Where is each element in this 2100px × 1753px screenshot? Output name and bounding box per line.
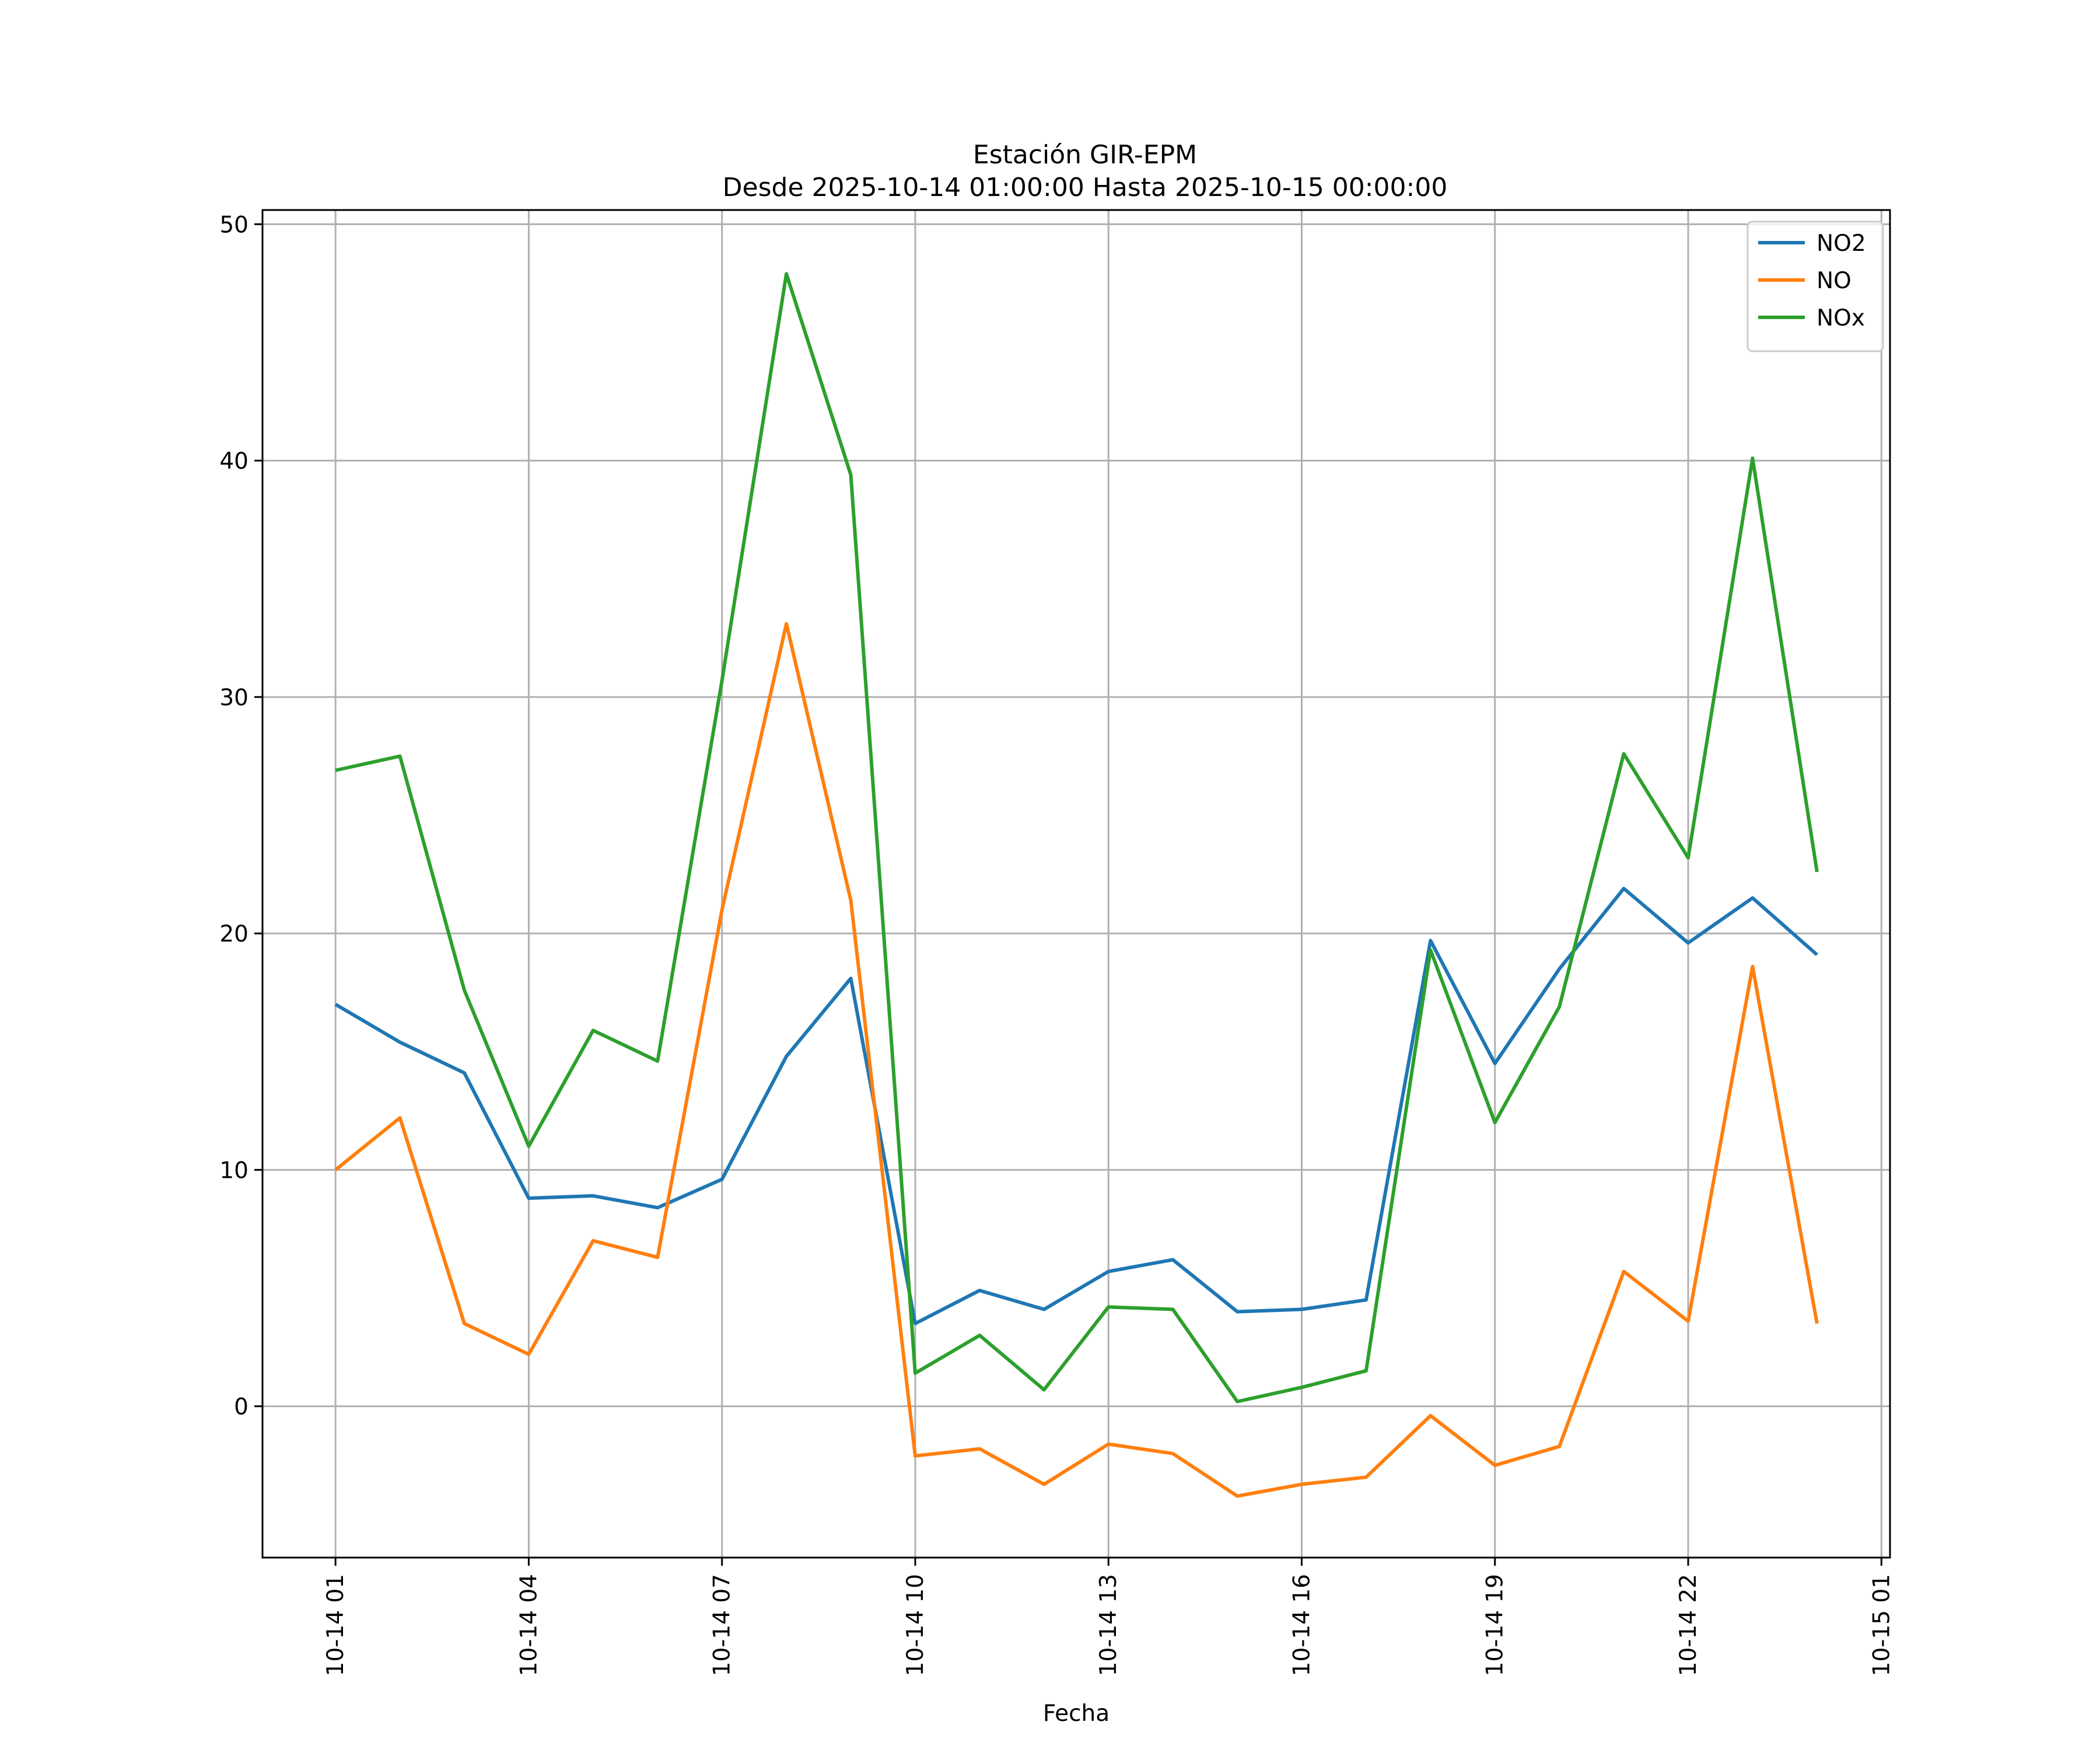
x-tick-label: 10-14 13: [1096, 1574, 1122, 1676]
y-tick-label: 10: [219, 1157, 249, 1184]
x-tick-label: 10-14 07: [709, 1574, 736, 1676]
x-tick-label: 10-14 19: [1482, 1574, 1508, 1676]
grid: [262, 210, 1890, 1558]
x-tick-label: 10-14 22: [1675, 1574, 1702, 1676]
y-tick-label: 20: [219, 921, 249, 947]
x-tick-label: 10-14 01: [323, 1574, 349, 1676]
y-tick-label: 50: [219, 212, 249, 238]
chart-title: Estación GIR-EPM: [973, 140, 1197, 170]
x-tick-label: 10-15 01: [1868, 1574, 1895, 1676]
axis-ticks: 10-14 01 10-14 04 10-14 07 10-14 10 10-14 13…: [219, 212, 1895, 1676]
x-tick-label: 10-14 04: [516, 1574, 542, 1676]
legend-label-no: NO: [1817, 268, 1852, 294]
x-tick-label: 10-14 10: [902, 1574, 929, 1676]
chart-subtitle: Desde 2025-10-14 01:00:00 Hasta 2025-10-…: [723, 173, 1448, 202]
series-lines: [334, 272, 1819, 1498]
legend: NO2 NO NOx: [1746, 221, 1884, 352]
series-line-no2: [334, 887, 1818, 1325]
y-tick-label: 40: [219, 449, 249, 475]
y-tick-label: 30: [219, 685, 249, 711]
x-axis-label: Fecha: [1043, 1700, 1110, 1727]
y-tick-label: 0: [234, 1394, 249, 1420]
legend-label-nox: NOx: [1817, 305, 1865, 331]
series-line-no: [334, 622, 1819, 1498]
legend-label-no2: NO2: [1817, 230, 1866, 257]
series-line-nox: [335, 272, 1819, 1404]
x-tick-label: 10-14 16: [1289, 1574, 1315, 1676]
plot-frame: [261, 209, 1891, 1559]
